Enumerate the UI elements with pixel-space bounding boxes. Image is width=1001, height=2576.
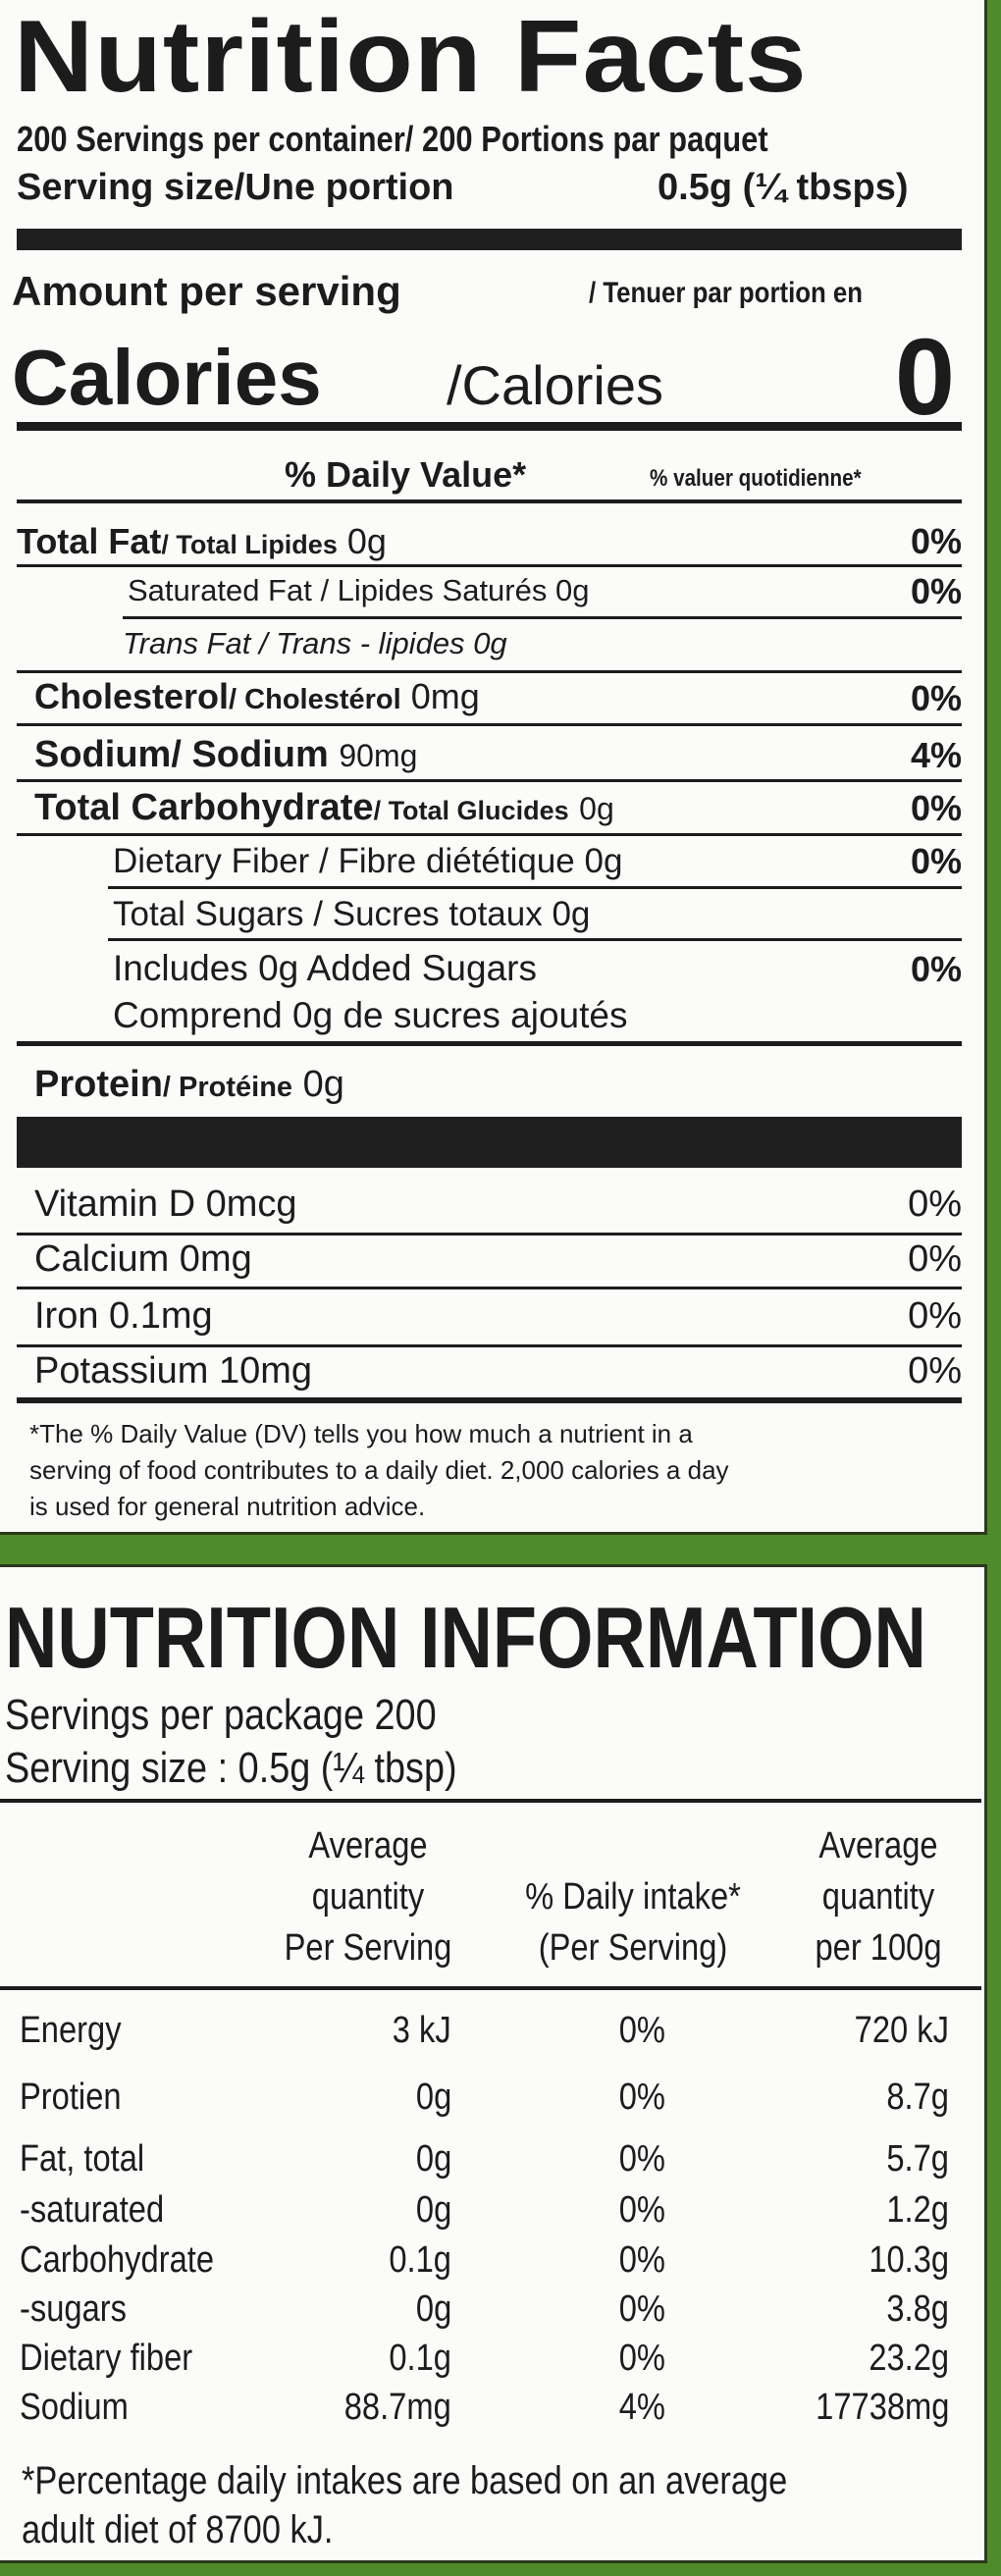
- nutrient-row-total-sugars: Total Sugars / Sucres totaux 0g: [113, 895, 591, 933]
- divider: [17, 779, 962, 782]
- nutrient-row-sodium: Sodium/ Sodium 90mg: [34, 734, 418, 775]
- header-per-serving: Average quantity Per Serving: [284, 1825, 452, 1969]
- info-row: -saturated 0g 0% 1.2g: [20, 2189, 949, 2231]
- vitamin-dv: 0%: [908, 1350, 962, 1392]
- nutrient-row-cholesterol: Cholesterol/ Cholestérol 0mg: [34, 676, 480, 716]
- header-daily-intake: % Daily intake* (Per Serving): [525, 1876, 741, 1969]
- serving-size-label: Serving size/Une portion: [17, 167, 454, 208]
- info-row: -sugars 0g 0% 3.8g: [20, 2288, 949, 2330]
- divider: [17, 1397, 962, 1403]
- serving-size-value: 0.5g (¼ tbsps): [658, 167, 909, 208]
- divider: [17, 833, 962, 836]
- divider: [17, 564, 962, 567]
- nutrition-facts-panel: [0, 0, 987, 1535]
- facts-footnote-line: *The % Daily Value (DV) tells you how mu…: [29, 1419, 693, 1448]
- dv-saturated-fat: 0%: [910, 571, 962, 611]
- info-row: Dietary fiber 0.1g 0% 23.2g: [20, 2338, 949, 2379]
- dv-total-fat: 0%: [910, 521, 962, 561]
- divider: [17, 723, 962, 726]
- info-title: NUTRITION INFORMATION: [5, 1589, 926, 1686]
- dv-added-sugars: 0%: [910, 949, 962, 989]
- vitamin-dv: 0%: [908, 1238, 962, 1280]
- divider: [17, 1233, 962, 1235]
- vitamin-row: Iron 0.1mg: [34, 1295, 213, 1337]
- daily-value-header-fr: % valuer quotidienne*: [650, 465, 862, 492]
- divider: [108, 938, 962, 941]
- info-row: Fat, total 0g 0% 5.7g: [20, 2138, 949, 2180]
- info-row: Carbohydrate 0.1g 0% 10.3g: [20, 2239, 949, 2281]
- nutrient-row-added-sugars-fr: Comprend 0g de sucres ajoutés: [113, 995, 628, 1035]
- dv-dietary-fiber: 0%: [910, 841, 962, 881]
- servings-per-package: Servings per package 200: [5, 1691, 437, 1739]
- info-row: Protien 0g 0% 8.7g: [20, 2077, 949, 2118]
- divider: [17, 1041, 962, 1046]
- header-per-100g: Average quantity per 100g: [815, 1825, 942, 1969]
- facts-footnote-line: is used for general nutrition advice.: [29, 1492, 426, 1521]
- facts-footnote-line: serving of food contributes to a daily d…: [29, 1455, 729, 1485]
- divider: [17, 499, 962, 503]
- divider: [17, 1344, 962, 1347]
- info-footnote-line: *Percentage daily intakes are based on a…: [22, 2459, 788, 2502]
- info-serving-size: Serving size : 0.5g (¼ tbsp): [5, 1744, 457, 1792]
- nutrition-information-panel: [0, 1564, 987, 2563]
- calories-label-fr: /Calories: [447, 354, 663, 416]
- divider: [0, 1986, 981, 1990]
- daily-value-header: % Daily Value*: [285, 454, 527, 495]
- vitamin-row: Potassium 10mg: [34, 1350, 313, 1392]
- dv-cholesterol: 0%: [910, 678, 962, 718]
- dv-sodium: 4%: [910, 735, 962, 775]
- calories-label: Calories: [12, 334, 322, 421]
- nutrient-row-protein: Protein/ Protéine 0g: [34, 1064, 344, 1105]
- divider: [17, 422, 962, 431]
- vitamin-dv: 0%: [908, 1295, 962, 1337]
- nutrient-row-dietary-fiber: Dietary Fiber / Fibre diététique 0g: [113, 842, 623, 880]
- facts-title: Nutrition Facts: [14, 0, 808, 114]
- thick-divider: [17, 229, 962, 250]
- nutrient-row-saturated-fat: Saturated Fat / Lipides Saturés 0g: [128, 573, 590, 607]
- info-footnote-line: adult diet of 8700 kJ.: [22, 2508, 334, 2551]
- thick-divider: [17, 1117, 962, 1168]
- amount-per-serving-fr: / Tenuer par portion en: [589, 277, 864, 309]
- info-row: Sodium 88.7mg 4% 17738mg: [20, 2387, 949, 2428]
- nutrient-row-total-fat: Total Fat/ Total Lipides 0g: [17, 521, 387, 561]
- info-row: Energy 3 kJ 0% 720 kJ: [20, 2010, 949, 2051]
- dv-total-carbohydrate: 0%: [910, 788, 962, 828]
- divider: [0, 1799, 981, 1803]
- servings-per-container: 200 Servings per container/ 200 Portions…: [17, 119, 768, 159]
- vitamin-row: Calcium 0mg: [34, 1238, 252, 1280]
- divider: [123, 616, 962, 619]
- nutrient-row-added-sugars: Includes 0g Added Sugars: [113, 948, 537, 988]
- divider: [17, 670, 962, 673]
- divider: [108, 886, 962, 889]
- calories-value: 0: [894, 317, 955, 438]
- nutrient-row-total-carbohydrate: Total Carbohydrate/ Total Glucides 0g: [34, 787, 614, 828]
- vitamin-dv: 0%: [908, 1183, 962, 1225]
- amount-per-serving: Amount per serving: [12, 268, 401, 314]
- nutrient-row-trans-fat: Trans Fat / Trans - lipides 0g: [123, 626, 507, 660]
- divider: [17, 1287, 962, 1289]
- vitamin-row: Vitamin D 0mcg: [34, 1183, 297, 1225]
